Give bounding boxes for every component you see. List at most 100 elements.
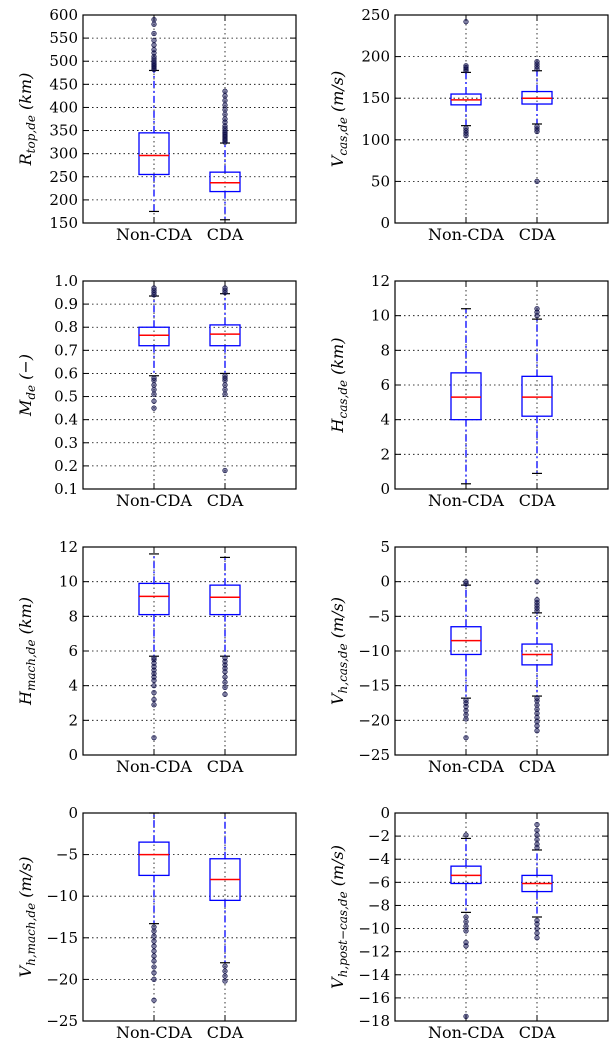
y-tick-label: −5 <box>56 846 78 864</box>
outlier-point <box>463 579 469 585</box>
y-axis-label: Hmach,de (km) <box>16 597 38 706</box>
y-label-subscript: h,mach,de <box>24 903 38 966</box>
y-tick-label: 350 <box>49 122 78 140</box>
x-tick-label: CDA <box>519 1023 556 1042</box>
y-tick-label: −6 <box>368 873 390 891</box>
y-tick-label: −25 <box>358 746 390 764</box>
y-label-unit: (km) <box>328 338 347 375</box>
y-tick-label: 50 <box>371 172 390 190</box>
y-tick-label: −14 <box>358 966 390 984</box>
outlier-point <box>463 923 469 929</box>
x-tick-label: Non-CDA <box>428 491 504 510</box>
y-label-symbol: H <box>16 690 35 706</box>
outlier-point <box>222 391 228 397</box>
y-tick-label: −20 <box>46 970 78 988</box>
outlier-point <box>151 382 157 388</box>
y-tick-label: −10 <box>358 920 390 938</box>
y-label-unit: (m/s) <box>328 71 347 112</box>
outlier-point <box>534 579 540 585</box>
outlier-point <box>151 47 157 53</box>
outlier-point <box>534 58 540 65</box>
y-tick-label: 6 <box>380 376 390 394</box>
x-tick-label: Non-CDA <box>428 1023 504 1042</box>
iqr-box <box>138 582 170 616</box>
outlier-point <box>151 655 157 661</box>
outlier-point <box>151 17 157 23</box>
subplot-7: −25 −20 −15 −10 −5 0 Non-CDA CDA Vh,mach,de (m/s) <box>16 804 297 1042</box>
outlier-point <box>534 925 540 932</box>
y-label-subscript: de <box>24 385 38 400</box>
outlier-point <box>222 285 228 291</box>
y-tick-label: 0.6 <box>54 364 78 382</box>
outlier-point <box>222 97 228 104</box>
y-tick-label: −15 <box>46 929 78 947</box>
y-label-unit: (m/s) <box>16 857 35 898</box>
y-tick-label: 0.3 <box>54 434 78 452</box>
y-label-symbol: R <box>16 153 35 166</box>
y-tick-label: −20 <box>358 711 390 729</box>
x-tick-label: Non-CDA <box>116 1023 192 1042</box>
y-tick-label: 0.5 <box>54 388 78 406</box>
outlier-point <box>222 963 228 969</box>
y-label-unit: (km) <box>16 597 35 634</box>
outlier-point <box>151 953 157 959</box>
outlier-point <box>534 178 540 184</box>
outlier-point <box>151 375 157 381</box>
y-label-subscript: top,de <box>24 115 38 153</box>
y-tick-label: 300 <box>49 145 78 163</box>
axes-frame <box>82 812 297 1022</box>
y-label-unit: (km) <box>16 73 35 110</box>
outlier-point <box>534 930 540 936</box>
subplot-4: 0 2 4 6 8 10 12 Non-CDA CDA Hcas,de (km) <box>328 272 609 510</box>
y-label-subscript: cas,de <box>336 117 350 156</box>
outlier-point <box>534 827 540 833</box>
outlier-point <box>222 973 228 979</box>
outlier-point <box>222 679 228 685</box>
y-axis-label: Vh,mach,de (m/s) <box>16 857 38 978</box>
outlier-point <box>151 958 157 964</box>
box-non-cda <box>450 308 482 485</box>
outlier-point <box>151 391 157 397</box>
outlier-point <box>222 655 228 661</box>
outlier-point <box>463 919 469 925</box>
box-non-cda <box>450 579 482 741</box>
y-label-subscript: h,cas,de <box>336 643 350 693</box>
y-tick-label: 0 <box>380 573 390 591</box>
x-tick-label: Non-CDA <box>116 225 192 244</box>
box-cda <box>209 556 241 697</box>
x-tick-label: Non-CDA <box>428 757 504 776</box>
outlier-point <box>151 924 157 930</box>
y-tick-label: 600 <box>49 6 78 24</box>
outlier-point <box>151 735 157 741</box>
y-tick-label: 6 <box>68 642 78 660</box>
x-tick-label: Non-CDA <box>116 491 192 510</box>
y-tick-label: −4 <box>368 850 390 868</box>
iqr-box <box>209 171 241 193</box>
y-tick-label: 550 <box>49 29 78 47</box>
subplot-5: 0 2 4 6 8 10 12 Non-CDA CDA Hmach,de (km) <box>16 538 297 776</box>
outlier-point <box>222 88 228 94</box>
subplot-1: 150 200 250 300 350 400 450 500 550 600 Non-CDA CDA… <box>16 6 297 244</box>
axes-frame <box>394 14 609 224</box>
y-tick-label: 0.7 <box>54 341 78 359</box>
y-axis-label: Hcas,de (km) <box>328 338 350 434</box>
box-non-cda <box>138 553 170 741</box>
outlier-point <box>222 93 228 99</box>
y-axis-label: Mde (−) <box>16 354 38 417</box>
outlier-point <box>463 914 469 920</box>
outlier-point <box>534 836 540 843</box>
outlier-point <box>222 978 228 984</box>
box-non-cda <box>450 832 482 1019</box>
outlier-point <box>151 696 157 703</box>
x-tick-label: CDA <box>207 1023 244 1042</box>
y-tick-label: 2 <box>68 711 78 729</box>
axes-frame <box>394 812 609 1022</box>
outlier-point <box>534 695 540 701</box>
x-tick-label: CDA <box>519 225 556 244</box>
outlier-point <box>222 387 228 393</box>
outlier-point <box>463 19 469 25</box>
y-tick-label: 1.0 <box>54 272 78 290</box>
outlier-point <box>151 948 157 954</box>
axes-frame <box>394 280 609 490</box>
